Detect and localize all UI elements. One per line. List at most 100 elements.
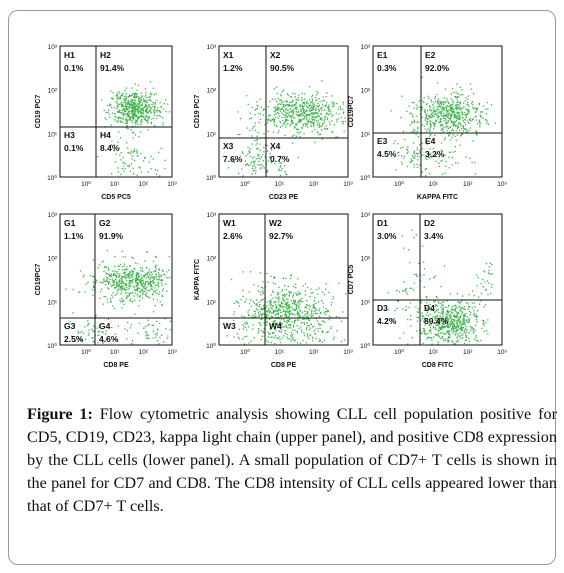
plot-g-quadrant-name: G2	[99, 218, 111, 228]
plot-h-ytick: 10⁰	[47, 174, 57, 182]
plot-e-xtick: 10²	[463, 181, 473, 188]
plot-d-events	[386, 229, 493, 346]
plot-w-quadrant-pct: 92.7%	[269, 231, 294, 241]
plot-g-xtick: 10¹	[110, 349, 120, 356]
plot-d-ylabel: CD7 PC5	[348, 265, 355, 295]
plot-g-quadrant-pct: 4.6%	[99, 334, 119, 344]
plot-h-quadrant-name: H3	[64, 130, 75, 140]
plot-x-events	[227, 80, 347, 177]
plot-e-quadrant-pct: 4.5%	[377, 149, 397, 159]
plot-d-ytick: 10¹	[361, 299, 371, 306]
plot-w: 10⁰ 10⁰ 10¹ 10¹ 10² 10² 10³ 10³ CD8 PE KAPPA FITC…	[194, 212, 354, 369]
plot-h-xtick: 10⁰	[81, 180, 91, 188]
plot-d-quadrant-pct: 3.0%	[377, 231, 397, 241]
plot-h-quadrant-name: H2	[100, 50, 111, 60]
plot-x-quadrant-pct: 0.7%	[270, 154, 290, 164]
plot-g-quadrant-pct: 91.9%	[99, 231, 124, 241]
plot-w-quadrant-name: W4	[269, 321, 282, 331]
plot-h-quadrant-pct: 8.4%	[100, 143, 120, 153]
plot-e-quadrant-name: E4	[425, 136, 436, 146]
plot-e-xlabel: KAPPA FITC	[417, 194, 458, 201]
plot-d-quadrant-name: D3	[377, 303, 388, 313]
plot-g-xtick: 10⁰	[81, 348, 91, 356]
plot-g-quadrant-pct: 2.5%	[64, 334, 84, 344]
plot-e-xtick: 10¹	[429, 181, 439, 188]
plot-w-xlabel: CD8 PE	[271, 362, 297, 369]
plot-d-quadrant-name: D4	[424, 303, 435, 313]
plot-e-xtick: 10³	[497, 181, 507, 188]
plot-e-quadrant-name: E1	[377, 50, 388, 60]
plot-x-xtick: 10⁰	[240, 180, 250, 188]
plot-h-quadrant-pct: 91.4%	[100, 63, 125, 73]
plot-w-ytick: 10⁰	[206, 342, 216, 350]
plot-x: 10⁰ 10⁰ 10¹ 10¹ 10² 10² 10³ 10³ CD23 PE CD19 PC7 X…	[194, 44, 354, 201]
plot-d-xtick: 10³	[497, 349, 507, 356]
plot-g-ytick: 10⁰	[47, 342, 57, 350]
plot-x-xtick: 10³	[343, 181, 353, 188]
plot-d-box	[372, 213, 503, 346]
plot-d-quadrant-pct: 89.4%	[424, 316, 449, 326]
plot-d-xtick: 10²	[463, 349, 473, 356]
plot-d-ytick: 10²	[361, 256, 371, 263]
plot-h-quadrant-name: H1	[64, 50, 75, 60]
plot-x-quadrant-name: X4	[270, 141, 281, 151]
plot-w-ytick: 10²	[207, 256, 217, 263]
plot-g-events	[65, 249, 172, 345]
plot-d-quadrant-pct: 4.2%	[377, 316, 397, 326]
plot-w-xtick: 10³	[343, 349, 353, 356]
plot-h-ytick: 10¹	[48, 131, 58, 138]
plot-e-quadrant-name: E3	[377, 136, 388, 146]
plot-h-xtick: 10¹	[110, 181, 120, 188]
plot-g-quadrant-name: G3	[64, 321, 76, 331]
plot-w-ytick: 10¹	[207, 299, 217, 306]
plot-x-quadrant-pct: 7.6%	[223, 154, 243, 164]
plot-e-quadrant-pct: 0.3%	[377, 63, 397, 73]
plot-d-quadrant-name: D1	[377, 218, 388, 228]
plot-g: 10⁰ 10⁰ 10¹ 10¹ 10² 10² 10³ 10³ CD8 PE CD19PC7 G1 1…	[35, 212, 178, 369]
plot-e-ytick: 10³	[361, 44, 371, 51]
figure-frame: 10⁰ 10⁰ 10¹ 10¹ 10² 10² 10³ 10³ CD5 PC5 CD19 PC7 H…	[8, 10, 557, 565]
plot-w-quadrant-name: W1	[223, 218, 236, 228]
plot-w-quadrant-name: W3	[223, 321, 236, 331]
plot-d-quadrant-pct: 3.4%	[424, 231, 444, 241]
flow-cytometry-plots: 10⁰ 10⁰ 10¹ 10¹ 10² 10² 10³ 10³ CD5 PC5 CD19 PC7 H…	[35, 44, 508, 369]
plot-d-xlabel: CD8 FITC	[422, 362, 454, 369]
plot-e: 10⁰ 10⁰ 10¹ 10¹ 10² 10² 10³ 10³ KAPPA FITC CD19PC…	[348, 44, 508, 201]
plot-w-xtick: 10¹	[275, 349, 285, 356]
plot-w-xtick: 10²	[309, 349, 319, 356]
plot-x-quadrant-name: X2	[270, 50, 281, 60]
plot-h-quadrant-pct: 0.1%	[64, 63, 84, 73]
plot-g-ytick: 10²	[48, 256, 58, 263]
plot-x-ytick: 10²	[207, 88, 217, 95]
plot-d-ytick: 10⁰	[360, 342, 370, 350]
caption-text: Flow cytometric analysis showing CLL cel…	[27, 405, 557, 515]
plot-x-quadrant-name: X1	[223, 50, 234, 60]
plot-d-xtick: 10¹	[429, 349, 439, 356]
plot-g-ytick: 10³	[48, 212, 58, 219]
plot-g-xlabel: CD8 PE	[103, 362, 129, 369]
plot-g-xtick: 10²	[139, 349, 149, 356]
caption-label: Figure 1:	[27, 405, 93, 423]
plot-x-quadrant-name: X3	[223, 141, 234, 151]
figure-caption: Figure 1: Flow cytometric analysis showi…	[27, 403, 557, 518]
plot-x-xtick: 10¹	[275, 181, 285, 188]
plot-w-ylabel: KAPPA FITC	[194, 259, 201, 300]
plot-e-ylabel: CD19PC7	[348, 96, 355, 128]
plot-x-quadrant-pct: 90.5%	[270, 63, 295, 73]
plot-h: 10⁰ 10⁰ 10¹ 10¹ 10² 10² 10³ 10³ CD5 PC5 CD19 PC7 H…	[35, 44, 178, 201]
plot-e-ytick: 10²	[361, 88, 371, 95]
plot-w-box	[218, 213, 349, 346]
plot-x-box	[218, 45, 349, 178]
plot-h-box	[59, 45, 173, 178]
plot-h-events	[97, 81, 171, 177]
plot-h-xtick: 10²	[139, 181, 149, 188]
plot-e-ytick: 10⁰	[360, 174, 370, 182]
plot-w-xtick: 10⁰	[240, 348, 250, 356]
plot-x-xlabel: CD23 PE	[269, 194, 299, 201]
plot-g-quadrant-name: G4	[99, 321, 111, 331]
plot-h-ytick: 10²	[48, 88, 58, 95]
plot-d-ytick: 10³	[361, 212, 371, 219]
plot-x-xtick: 10²	[309, 181, 319, 188]
plot-h-quadrant-name: H4	[100, 130, 111, 140]
plot-e-quadrant-pct: 92.0%	[425, 63, 450, 73]
